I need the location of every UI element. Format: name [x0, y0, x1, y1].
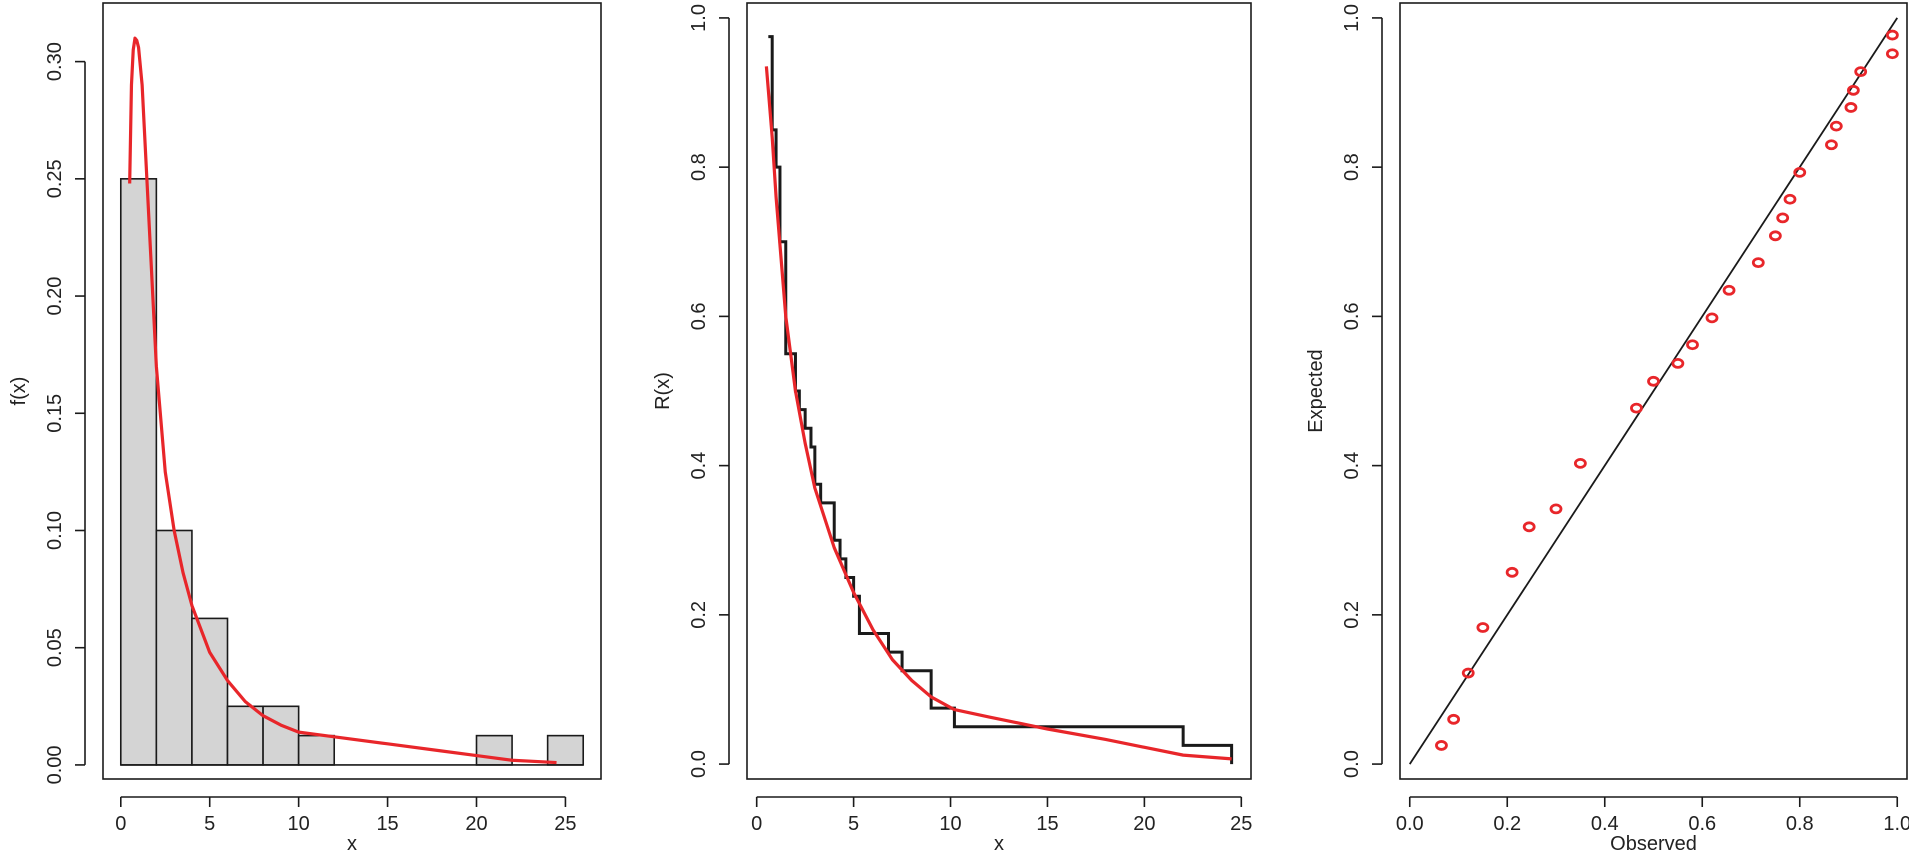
reference-line	[1408, 17, 1899, 765]
y-axis: 0.0 0.2 0.4 0.6 0.8 1.0 R(x)	[652, 4, 730, 778]
pp-point	[1846, 84, 1860, 96]
y-tick-label: 0.2	[688, 601, 710, 629]
fitted-survival-curve	[764, 66, 1232, 761]
y-axis-label: f(x)	[8, 377, 30, 406]
x-tick-label: 0.4	[1591, 813, 1619, 835]
histogram-bar	[191, 617, 229, 766]
panel-3: 0.0 0.2 0.4 0.6 0.8 1.0Observed0.00.20.40.60.…	[1305, 2, 1909, 855]
x-tick-label: 0.6	[1688, 813, 1716, 835]
y-axis: 0.00 0.05 0.10 0.15 0.20 0.25 0.30 f(x)	[8, 42, 86, 784]
pp-point	[1776, 212, 1790, 224]
pp-point	[1671, 357, 1685, 369]
x-tick-label: 0.8	[1786, 813, 1814, 835]
pp-point	[1686, 339, 1699, 351]
histogram-bar	[262, 705, 300, 766]
x-tick-label: 10	[939, 813, 961, 835]
pp-point	[1829, 120, 1843, 132]
pp-point	[1751, 257, 1765, 269]
plot-frame	[102, 2, 602, 780]
pp-point	[1573, 457, 1587, 469]
plot-frame	[1399, 2, 1908, 780]
histogram-bar	[546, 734, 585, 766]
x-tick-label: 10	[288, 813, 310, 835]
y-tick-label: 0.4	[1341, 452, 1363, 480]
plot-frame	[746, 2, 1252, 780]
y-tick-label: 0.8	[1341, 153, 1363, 181]
x-tick-label: 25	[554, 813, 576, 835]
pp-point	[1885, 29, 1899, 41]
y-tick-label: 0.05	[44, 628, 66, 667]
histogram-bar	[155, 529, 193, 766]
pp-point	[1630, 402, 1643, 414]
x-tick-label: 5	[848, 813, 859, 835]
pp-point	[1793, 166, 1807, 178]
panel-2: 0 5 10 15 20 25 x 0.0 0.2 0.4 0.6 0.8 1.0 R(x)	[652, 2, 1252, 855]
y-tick-label: 0.0	[1341, 750, 1363, 778]
x-tick-label: 0.0	[1396, 813, 1424, 835]
y-tick-label: 0.00	[44, 745, 66, 784]
pp-point	[1825, 139, 1838, 151]
x-axis: 0 5 10 15 20 25 x	[751, 796, 1252, 855]
x-axis: 0 5 10 15 20 25 x	[115, 796, 577, 855]
histogram-bar	[226, 705, 264, 766]
y-tick-label: 0.15	[44, 394, 66, 433]
pp-point	[1705, 312, 1719, 324]
fitted-density-curve	[128, 36, 557, 765]
x-tick-label: 0	[751, 813, 762, 835]
x-tick-label: 1.0	[1883, 813, 1909, 835]
pp-point	[1768, 230, 1782, 242]
pp-point	[1647, 375, 1660, 387]
y-tick-label: 0.20	[44, 277, 66, 316]
pp-point	[1461, 667, 1475, 679]
y-tick-label: 1.0	[688, 4, 710, 32]
pp-point	[1476, 622, 1490, 633]
x-tick-label: 20	[1133, 813, 1155, 835]
pp-point	[1783, 193, 1797, 205]
pp-point	[1505, 566, 1519, 578]
panel-1: 0 5 10 15 20 25 x 0.00 0.05 0.10 0.15 0.20 0.25 0.30 f…	[8, 2, 602, 855]
pp-point	[1522, 521, 1536, 533]
x-axis-label: x	[994, 833, 1004, 855]
y-tick-label: 0.10	[44, 511, 66, 550]
y-axis-label: Expected	[1305, 349, 1327, 432]
y-tick-label: 0.4	[688, 452, 710, 480]
x-axis: 0.0 0.2 0.4 0.6 0.8 1.0 Observed	[1396, 796, 1909, 855]
x-tick-label: 15	[376, 813, 398, 835]
pp-point	[1854, 66, 1868, 78]
y-tick-label: 0.2	[1341, 601, 1363, 629]
pp-point	[1722, 284, 1736, 296]
pp-point	[1435, 740, 1448, 751]
y-tick-label: 0.6	[1341, 302, 1363, 330]
histogram-bar	[297, 734, 336, 766]
pp-point	[1885, 48, 1899, 60]
y-tick-label: 0.25	[44, 159, 66, 198]
y-tick-label: 0.0	[688, 750, 710, 778]
empirical-survival-steps	[768, 35, 1234, 765]
x-axis-label: Observed	[1610, 833, 1697, 855]
x-tick-label: 20	[465, 813, 487, 835]
pp-point	[1447, 713, 1461, 725]
x-tick-label: 25	[1230, 813, 1252, 835]
y-tick-label: 1.0	[1341, 4, 1363, 32]
y-tick-label: 0.8	[688, 153, 710, 181]
pp-point	[1549, 503, 1563, 515]
pp-point	[1844, 102, 1858, 113]
x-tick-label: 0	[115, 813, 126, 835]
y-tick-label: 0.30	[44, 42, 66, 81]
y-tick-label: 0.6	[688, 302, 710, 330]
x-tick-label: 5	[204, 813, 215, 835]
x-axis-label: x	[347, 833, 357, 855]
y-axis-label: R(x)	[652, 372, 674, 410]
x-tick-label: 15	[1036, 813, 1058, 835]
x-tick-label: 0.2	[1493, 813, 1521, 835]
y-axis: 0.0 0.2 0.4 0.6 0.8 1.0 Expected	[1305, 4, 1383, 778]
